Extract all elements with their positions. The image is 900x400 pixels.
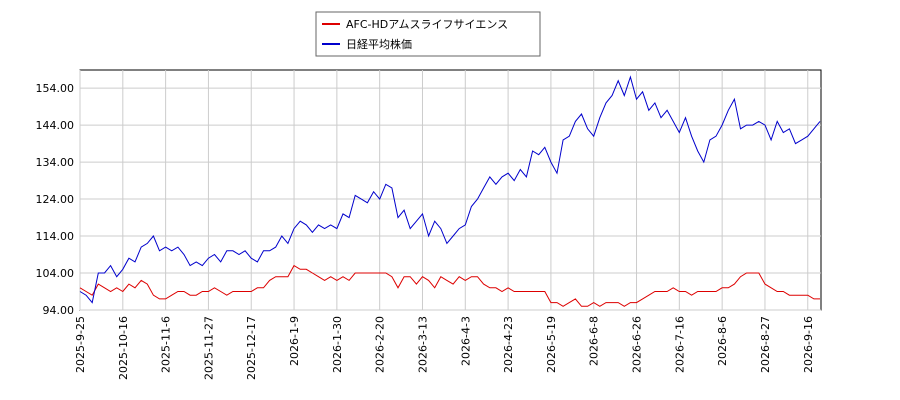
plot-area [79, 69, 822, 311]
legend [315, 11, 541, 57]
y-tick-label: 154.00 [36, 82, 75, 95]
x-tick-label: 2025-12-17 [245, 316, 258, 380]
x-tick-label: 2026-5-19 [545, 316, 558, 373]
x-tick-label: 2026-1-30 [331, 316, 344, 373]
line-series [79, 75, 821, 304]
x-tick-label: 2025-11-27 [202, 316, 215, 380]
x-tick-label: 2026-4-3 [459, 316, 472, 366]
y-tick-label: 124.00 [36, 193, 75, 206]
y-tick-label: 104.00 [36, 267, 75, 280]
x-tick-label: 2026-4-23 [502, 316, 515, 373]
x-tick-label: 2026-2-20 [374, 316, 387, 373]
legend-label: AFC-HDアムスライフサイエンス [346, 18, 508, 31]
y-tick-label: 134.00 [36, 156, 75, 169]
x-tick-label: 2026-7-16 [673, 316, 686, 373]
x-tick-label: 2026-9-16 [802, 316, 815, 373]
x-tick-label: 2026-6-8 [588, 316, 601, 366]
y-tick-label: 114.00 [36, 230, 75, 243]
x-tick-label: 2026-1-9 [288, 316, 301, 366]
y-tick-label: 144.00 [36, 119, 75, 132]
legend-label: 日経平均株価 [346, 37, 412, 51]
x-tick-label: 2026-6-26 [631, 316, 644, 373]
x-tick-label: 2026-8-27 [759, 316, 772, 373]
x-tick-label: 2025-9-25 [74, 316, 87, 373]
x-tick-label: 2026-3-13 [416, 316, 429, 373]
line-series [79, 264, 820, 307]
y-tick-label: 94.00 [43, 304, 75, 317]
x-tick-label: 2025-11-6 [160, 316, 173, 373]
x-tick-label: 2025-10-16 [117, 316, 130, 380]
x-tick-label: 2026-8-6 [716, 316, 729, 366]
